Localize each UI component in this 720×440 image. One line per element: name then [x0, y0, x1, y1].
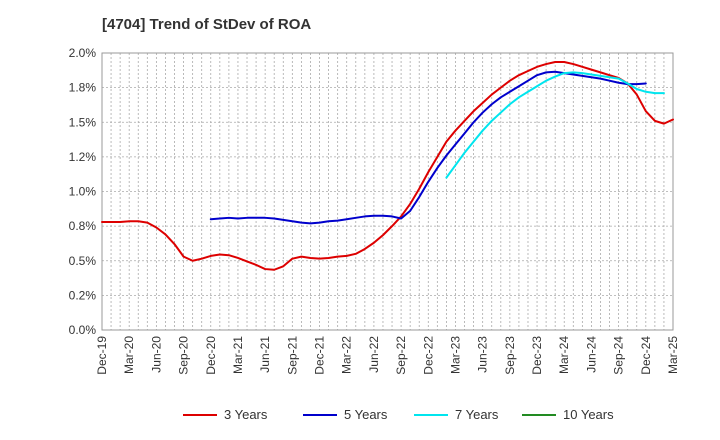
- x-tick-label: Dec-19: [95, 336, 109, 375]
- x-tick-label: Jun-24: [584, 336, 598, 373]
- x-tick-label: Sep-22: [394, 336, 408, 375]
- x-tick-label: Jun-21: [258, 336, 272, 373]
- x-tick-label: Dec-23: [530, 336, 544, 375]
- legend-label-3-years: 3 Years: [224, 407, 268, 422]
- y-axis: 0.0% 0.2% 0.5% 0.8% 1.0% 1.2% 1.5% 1.8% 2.0%: [69, 46, 97, 337]
- y-tick-label: 1.0%: [69, 185, 97, 199]
- series-line-5-years: [209, 70, 647, 225]
- x-tick-label: Mar-23: [448, 336, 462, 374]
- x-tick-label: Mar-20: [122, 336, 136, 374]
- y-tick-label: 0.2%: [69, 288, 97, 302]
- x-tick-label: Mar-22: [340, 336, 354, 374]
- y-tick-label: 2.0%: [69, 46, 97, 60]
- legend-label-10-years: 10 Years: [563, 407, 614, 422]
- x-tick-label: Dec-20: [204, 336, 218, 375]
- y-tick-label: 1.8%: [69, 81, 97, 95]
- x-tick-label: Dec-24: [639, 336, 653, 375]
- y-tick-label: 0.0%: [69, 323, 97, 337]
- grid: [101, 52, 674, 331]
- x-tick-label: Dec-22: [421, 336, 435, 375]
- series-line-3-years: [101, 61, 674, 271]
- y-tick-label: 1.2%: [69, 150, 97, 164]
- y-tick-label: 0.8%: [69, 219, 97, 233]
- x-tick-label: Sep-23: [503, 336, 517, 375]
- legend: 3 Years 5 Years 7 Years 10 Years: [183, 407, 614, 422]
- y-tick-label: 1.5%: [69, 115, 97, 129]
- x-tick-label: Jun-23: [476, 336, 490, 373]
- legend-label-7-years: 7 Years: [455, 407, 499, 422]
- x-tick-label: Jun-22: [367, 336, 381, 373]
- x-tick-label: Mar-25: [666, 336, 680, 374]
- x-tick-label: Mar-24: [557, 336, 571, 374]
- x-axis: Dec-19 Mar-20 Jun-20 Sep-20 Dec-20 Mar-21 Jun-…: [95, 336, 680, 375]
- x-tick-label: Sep-20: [177, 336, 191, 375]
- x-tick-label: Jun-20: [149, 336, 163, 373]
- x-tick-label: Sep-21: [285, 336, 299, 375]
- y-tick-label: 0.5%: [69, 254, 97, 268]
- series-line-7-years: [445, 71, 665, 179]
- legend-label-5-years: 5 Years: [344, 407, 388, 422]
- x-tick-label: Sep-24: [612, 336, 626, 375]
- plot-frame: [101, 52, 674, 331]
- chart-title: [4704] Trend of StDev of ROA: [102, 16, 312, 33]
- series-layer: [101, 61, 674, 271]
- x-tick-label: Dec-21: [313, 336, 327, 375]
- x-tick-label: Mar-21: [231, 336, 245, 374]
